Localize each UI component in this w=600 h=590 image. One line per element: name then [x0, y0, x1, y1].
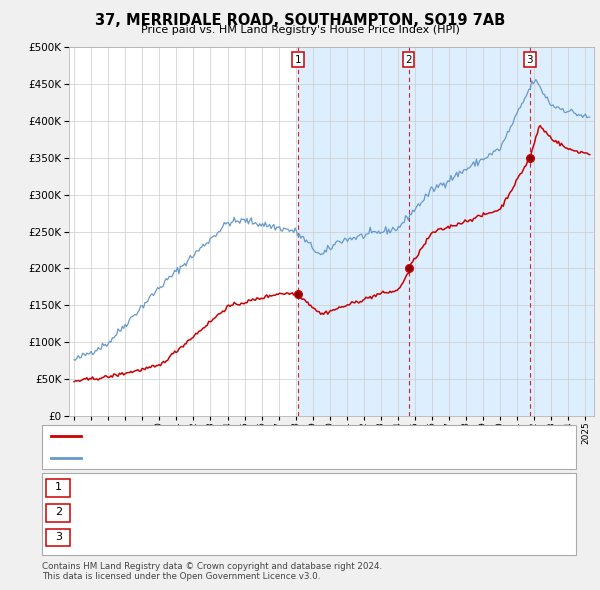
Text: £350,000: £350,000: [186, 532, 239, 542]
Bar: [298, 47, 594, 416]
Text: HPI: Average price, detached house, Southampton: HPI: Average price, detached house, Sout…: [87, 453, 338, 463]
Text: 29% ↓ HPI: 29% ↓ HPI: [324, 507, 383, 517]
Text: 9% ↓ HPI: 9% ↓ HPI: [324, 532, 377, 542]
Text: 2: 2: [55, 507, 62, 517]
Text: 37, MERRIDALE ROAD, SOUTHAMPTON, SO19 7AB (detached house): 37, MERRIDALE ROAD, SOUTHAMPTON, SO19 7A…: [87, 431, 427, 441]
Text: Price paid vs. HM Land Registry's House Price Index (HPI): Price paid vs. HM Land Registry's House …: [140, 25, 460, 35]
Text: £200,000: £200,000: [186, 507, 239, 517]
Text: 13-AUG-2014: 13-AUG-2014: [78, 507, 152, 517]
Text: 22-FEB-2008: 22-FEB-2008: [78, 483, 149, 492]
Text: 1: 1: [295, 55, 301, 65]
Text: Contains HM Land Registry data © Crown copyright and database right 2024.
This d: Contains HM Land Registry data © Crown c…: [42, 562, 382, 581]
Text: 24-SEP-2021: 24-SEP-2021: [78, 532, 149, 542]
Text: 3: 3: [526, 55, 533, 65]
Text: 38% ↓ HPI: 38% ↓ HPI: [324, 483, 383, 492]
Text: 1: 1: [55, 483, 62, 492]
Text: 3: 3: [55, 532, 62, 542]
Text: £165,000: £165,000: [186, 483, 239, 492]
Text: 37, MERRIDALE ROAD, SOUTHAMPTON, SO19 7AB: 37, MERRIDALE ROAD, SOUTHAMPTON, SO19 7A…: [95, 13, 505, 28]
Text: 2: 2: [405, 55, 412, 65]
